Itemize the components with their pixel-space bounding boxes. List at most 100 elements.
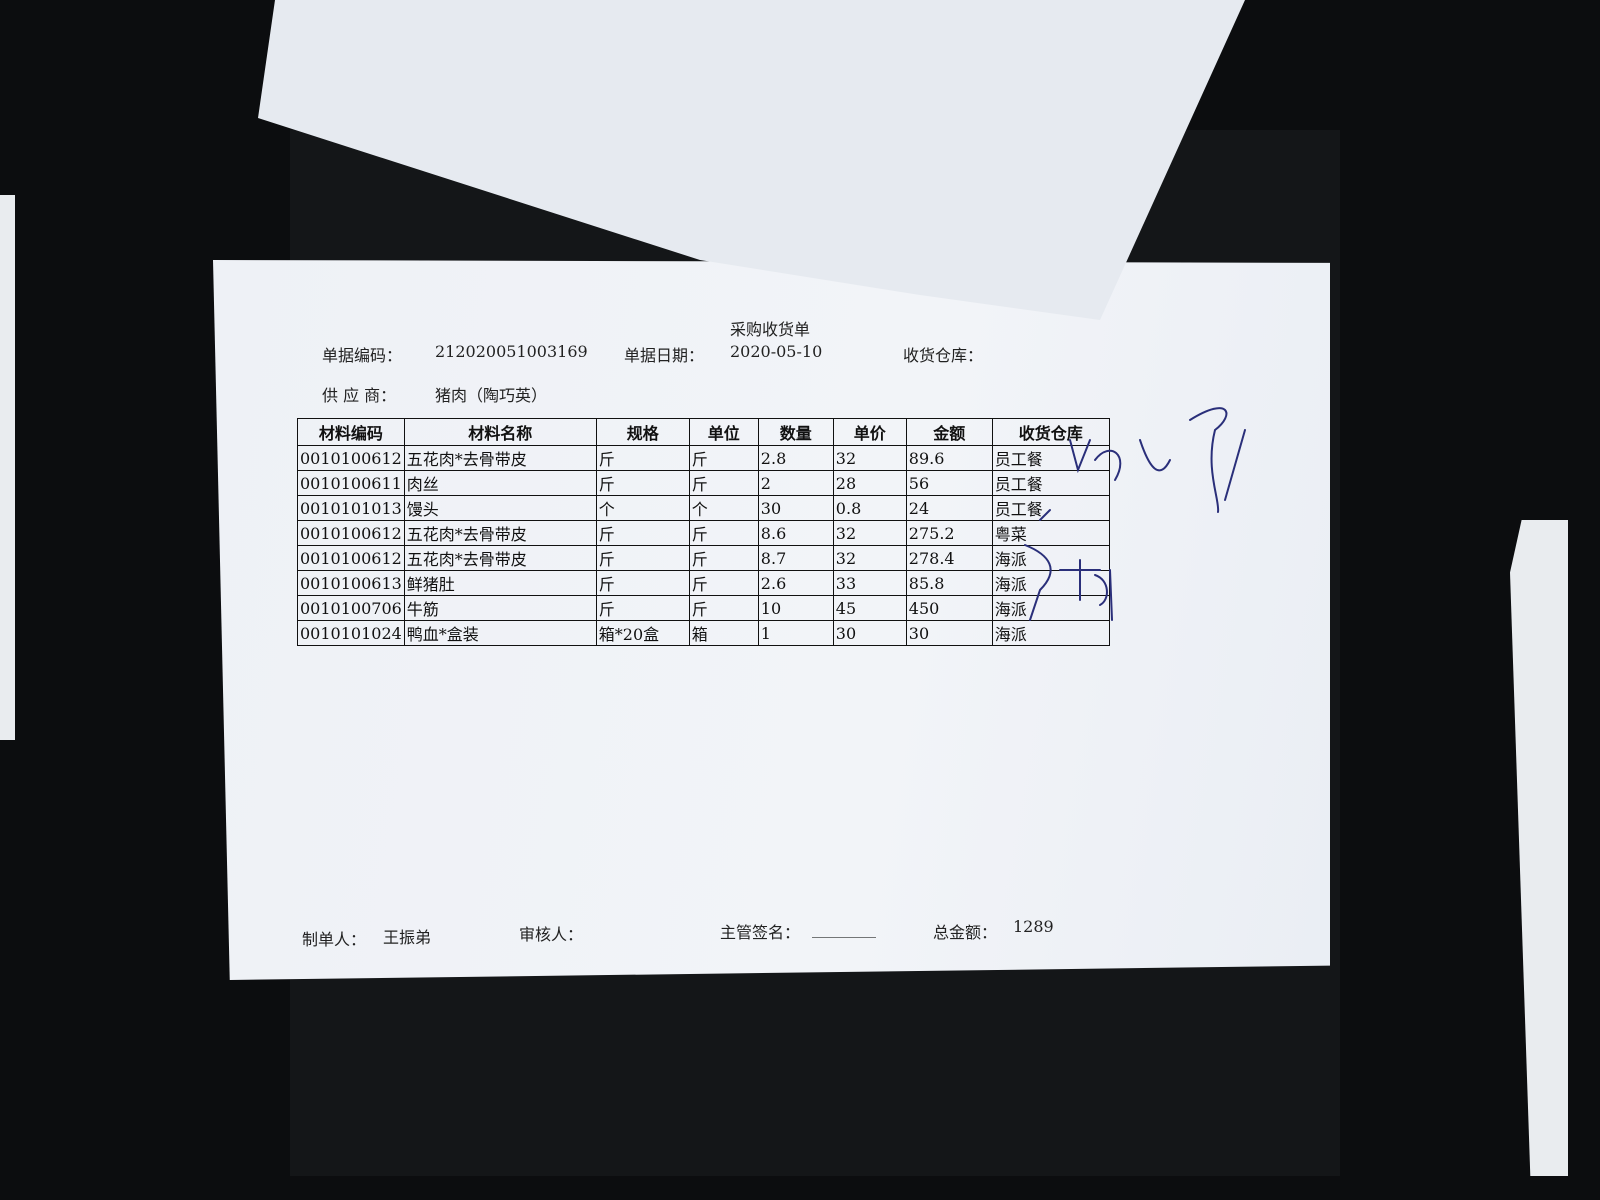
table-cell: 斤 — [688, 595, 759, 621]
table-cell: 斤 — [595, 445, 690, 471]
table-cell: 海派 — [991, 545, 1110, 571]
table-cell: 箱 — [688, 620, 759, 646]
table-cell: 斤 — [595, 470, 690, 496]
table-cell: 斤 — [688, 470, 759, 496]
table-cell: 2.6 — [757, 570, 834, 596]
table-cell: 斤 — [595, 545, 690, 571]
table-cell: 斤 — [688, 520, 759, 546]
table-cell: 2.8 — [757, 445, 834, 471]
column-header: 数量 — [757, 418, 834, 446]
table-row: 0010100612 五花肉*去骨带皮斤斤 8.7 32 278.4 海派 — [297, 545, 1110, 571]
table-cell: 30 — [832, 620, 907, 646]
table-row: 0010101024 鸭血*盒装 箱*20盒箱 1 30 30 海派 — [297, 620, 1110, 646]
table-cell: 85.8 — [905, 570, 993, 596]
warehouse-label: 收货仓库： — [903, 346, 984, 365]
table-cell: 32 — [832, 545, 907, 571]
table-cell: 鲜猪肚 — [403, 570, 597, 596]
table-cell: 2 — [757, 470, 834, 496]
supplier-label: 供 应 商： — [322, 386, 397, 405]
table-cell: 89.6 — [905, 445, 993, 471]
table-cell: 肉丝 — [403, 470, 597, 496]
table-cell: 五花肉*去骨带皮 — [403, 520, 597, 546]
table-cell: 1 — [757, 620, 834, 646]
table-cell: 0010101013 — [297, 495, 405, 521]
table-cell: 员工餐 — [991, 495, 1110, 521]
column-header: 单位 — [688, 418, 759, 446]
column-header: 金额 — [905, 418, 993, 446]
table-cell: 海派 — [991, 595, 1110, 621]
table-row: 0010100611 肉丝斤斤 2 28 56 员工餐 — [297, 470, 1110, 496]
table-cell: 员工餐 — [991, 470, 1110, 496]
table-cell: 个 — [595, 495, 690, 521]
maker: 王振弟 — [383, 928, 432, 947]
table-row: 0010100613 鲜猪肚斤斤 2.6 33 85.8 海派 — [297, 570, 1110, 596]
table-cell: 0010101024 — [297, 620, 405, 646]
left-paper-edge — [0, 195, 15, 740]
table-cell: 10 — [757, 595, 834, 621]
column-header: 规格 — [595, 418, 690, 446]
table-cell: 30 — [757, 495, 834, 521]
table-cell: 0010100612 — [297, 445, 405, 471]
table-cell: 30 — [905, 620, 993, 646]
bill-no: 212020051003169 — [435, 342, 588, 361]
table-cell: 五花肉*去骨带皮 — [403, 545, 597, 571]
table-cell: 斤 — [688, 570, 759, 596]
table-cell: 24 — [905, 495, 993, 521]
table-cell: 斤 — [595, 595, 690, 621]
supervisor-signature-blank: ________ — [812, 919, 876, 938]
table-cell: 斤 — [688, 445, 759, 471]
table-cell: 32 — [832, 520, 907, 546]
right-paper-scrap — [1510, 520, 1568, 1176]
table-cell: 斤 — [595, 520, 690, 546]
table-row: 0010100612 五花肉*去骨带皮斤斤 2.8 32 89.6 员工餐 — [297, 445, 1110, 471]
table-cell: 员工餐 — [991, 445, 1110, 471]
document-title: 采购收货单 — [730, 320, 811, 339]
table-header: 材料编码 材料名称 规格 单位 数量 单价 金额 收货仓库 — [297, 418, 1110, 446]
items-table: 材料编码 材料名称 规格 单位 数量 单价 金额 收货仓库 0010100612 五花肉*去骨带… — [297, 418, 1110, 646]
supervisor-label: 主管签名： — [720, 923, 801, 942]
table-cell: 0010100612 — [297, 520, 405, 546]
column-header: 单价 — [832, 418, 907, 446]
table-cell: 五花肉*去骨带皮 — [403, 445, 597, 471]
table-cell: 0010100612 — [297, 545, 405, 571]
table-cell: 牛筋 — [403, 595, 597, 621]
table-cell: 275.2 — [905, 520, 993, 546]
table-cell: 粤菜 — [991, 520, 1110, 546]
table-cell: 45 — [832, 595, 907, 621]
table-cell: 海派 — [991, 620, 1110, 646]
table-cell: 0.8 — [832, 495, 907, 521]
column-header: 材料编码 — [297, 418, 405, 446]
table-cell: 278.4 — [905, 545, 993, 571]
table-cell: 0010100611 — [297, 470, 405, 496]
table-cell: 鸭血*盒装 — [403, 620, 597, 646]
maker-label: 制单人： — [302, 930, 367, 949]
total-amount: 1289 — [1013, 917, 1054, 936]
table-row: 0010100612 五花肉*去骨带皮斤斤 8.6 32 275.2 粤菜 — [297, 520, 1110, 546]
table-cell: 32 — [832, 445, 907, 471]
table-row: 0010100706 牛筋斤斤 10 45 450 海派 — [297, 595, 1110, 621]
table-cell: 28 — [832, 470, 907, 496]
table-cell: 馒头 — [403, 495, 597, 521]
table-cell: 56 — [905, 470, 993, 496]
table-cell: 450 — [905, 595, 993, 621]
table-cell: 斤 — [595, 570, 690, 596]
table-cell: 箱*20盒 — [595, 620, 690, 646]
column-header: 材料名称 — [403, 418, 597, 446]
table-cell: 0010100613 — [297, 570, 405, 596]
reviewer-label: 审核人： — [519, 925, 584, 944]
supplier: 猪肉（陶巧英） — [435, 386, 548, 405]
bill-date: 2020-05-10 — [730, 342, 823, 361]
column-header: 收货仓库 — [991, 418, 1110, 446]
table-row: 0010101013 馒头个个 30 0.8 24 员工餐 — [297, 495, 1110, 521]
table-cell: 8.7 — [757, 545, 834, 571]
table-cell: 海派 — [991, 570, 1110, 596]
bill-no-label: 单据编码： — [322, 346, 403, 365]
total-label: 总金额： — [933, 923, 998, 942]
table-cell: 个 — [688, 495, 759, 521]
table-cell: 33 — [832, 570, 907, 596]
overlapping-paper — [258, 0, 1245, 320]
table-cell: 斤 — [688, 545, 759, 571]
bill-date-label: 单据日期： — [624, 346, 705, 365]
table-cell: 0010100706 — [297, 595, 405, 621]
table-cell: 8.6 — [757, 520, 834, 546]
